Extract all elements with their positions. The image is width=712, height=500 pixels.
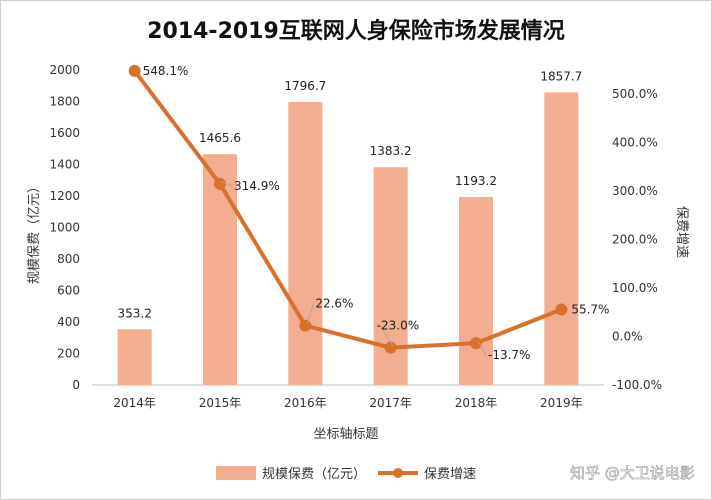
y-tick-label: 800 [57, 252, 80, 266]
y2-tick-label: 200.0% [612, 233, 658, 247]
line-point [470, 337, 482, 350]
legend-marker-line [393, 468, 403, 478]
x-tick-label: 2019年 [540, 396, 583, 410]
y-tick-label: 1200 [49, 189, 80, 203]
legend-swatch-bar [216, 466, 256, 480]
leader-line [380, 325, 394, 346]
line-data-label: -13.7% [488, 348, 530, 362]
y-axis-title: 规模保费（亿元） [27, 180, 42, 284]
x-tick-label: 2017年 [369, 396, 412, 410]
x-tick-label: 2014年 [113, 396, 156, 410]
x-axis-title: 坐标轴标题 [313, 427, 378, 442]
y2-tick-label: 400.0% [612, 136, 658, 150]
y-tick-label: 1600 [49, 126, 80, 140]
y-tick-label: 200 [57, 347, 80, 361]
watermark-text: 知乎 @大卫说电影 [570, 464, 695, 482]
leader-line [306, 303, 314, 324]
y-tick-label: 400 [57, 315, 80, 329]
x-tick-label: 2015年 [199, 396, 242, 410]
line-data-label: 548.1% [143, 64, 189, 78]
line-data-label: 22.6% [315, 297, 353, 311]
chart-title: 2014-2019互联网人身保险市场发展情况 [147, 18, 565, 44]
line-point [555, 303, 568, 316]
legend-label-line: 保费增速 [424, 467, 476, 482]
y-tick-label: 0 [72, 378, 80, 392]
bar-data-label: 1193.2 [455, 174, 497, 188]
bar [288, 102, 323, 386]
line-group [128, 64, 568, 354]
line-point [214, 177, 226, 190]
bar [459, 197, 493, 385]
y2-axis-title: 保费增速 [674, 206, 689, 258]
leader-line [477, 340, 487, 356]
legend: 规模保费（亿元） 保费增速 [216, 466, 476, 482]
bar-data-label: 1796.7 [284, 79, 326, 93]
y2-tick-label: 100.0% [612, 281, 658, 295]
y-tick-label: 1800 [49, 95, 80, 109]
y2-tick-label: -100.0% [612, 378, 662, 392]
y-tick-label: 2000 [49, 63, 80, 77]
line-data-label: -23.0% [377, 319, 419, 333]
x-tick-label: 2016年 [284, 396, 327, 410]
line-data-label: 55.7% [571, 303, 609, 317]
bar [544, 92, 579, 386]
line-point [128, 64, 141, 77]
bar [117, 329, 152, 385]
series-line [133, 69, 563, 350]
legend-label-bar: 规模保费（亿元） [262, 467, 366, 482]
y-tick-label: 600 [57, 284, 80, 298]
bar [203, 154, 237, 385]
leader-line [221, 181, 233, 187]
line-point [299, 319, 312, 332]
y2-tick-label: 500.0% [612, 87, 658, 101]
x-tick-label: 2018年 [455, 396, 498, 410]
bar-data-label: 353.2 [117, 306, 151, 320]
y2-tick-label: 0.0% [612, 330, 643, 344]
y-tick-label: 1400 [49, 158, 80, 172]
bar-data-label: 1383.2 [370, 144, 412, 158]
line-point [384, 341, 397, 354]
bar-data-label: 1857.7 [540, 69, 582, 83]
bar-data-label: 1465.6 [199, 131, 241, 145]
y-tick-label: 1000 [49, 221, 80, 235]
y2-tick-label: 300.0% [612, 184, 658, 198]
axes-group: 0 200 400 600 800 1000 1200 1400 1600 1800 2000 -10… [49, 63, 662, 410]
data-labels-group: 353.2 1465.6 1796.7 1383.2 1193.2 1857.7 548.1… [117, 64, 609, 362]
line-data-label: 314.9% [234, 179, 280, 193]
